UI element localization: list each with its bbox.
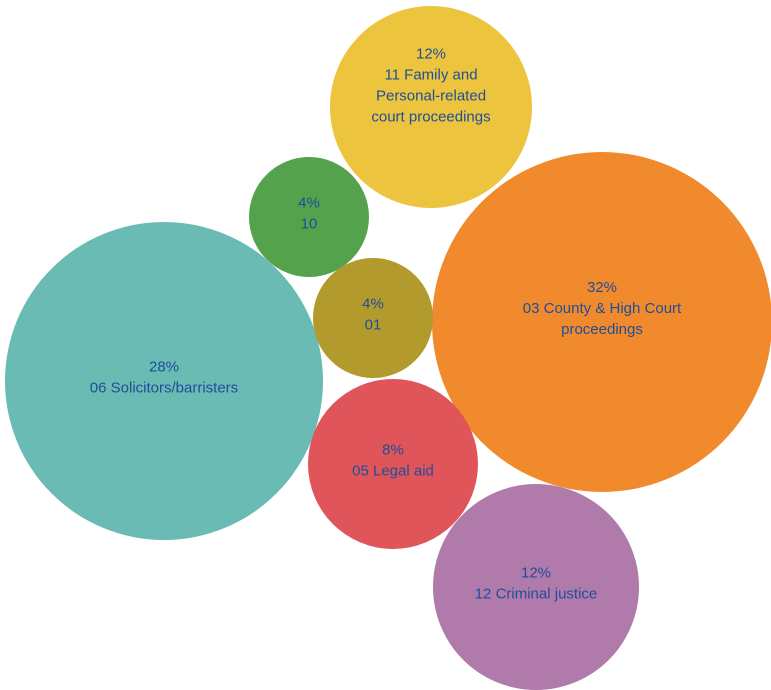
bubble-12-criminal-justice: 12% 12 Criminal justice: [433, 484, 639, 690]
bubble-value-label: 12%: [521, 565, 551, 582]
bubble-06-solicitors-barristers: 28% 06 Solicitors/barristers: [5, 222, 323, 540]
bubble-category-label: 03 County & High Court: [523, 300, 682, 317]
bubble-05-legal-aid: 8% 05 Legal aid: [308, 379, 478, 549]
bubble-circle: [433, 484, 639, 690]
bubble-category-label: 12 Criminal justice: [475, 586, 598, 603]
bubble-circle: [308, 379, 478, 549]
bubble-circle: [5, 222, 323, 540]
bubble-circle: [330, 6, 532, 208]
bubble-value-label: 12%: [416, 46, 446, 63]
bubble-value-label: 8%: [382, 442, 404, 459]
bubble-value-label: 4%: [298, 195, 320, 212]
bubble-circle: [432, 152, 771, 492]
bubble-category-label: court proceedings: [371, 109, 490, 126]
bubble-category-label: 01: [365, 317, 382, 334]
bubble-category-label: 06 Solicitors/barristers: [90, 380, 238, 397]
bubble-value-label: 4%: [362, 296, 384, 313]
bubble-category-label: 05 Legal aid: [352, 463, 434, 480]
bubble-value-label: 32%: [587, 279, 617, 296]
bubble-category-label: Personal-related: [376, 88, 486, 105]
bubble-circle: [313, 258, 433, 378]
bubble-category-label: proceedings: [561, 321, 643, 338]
bubble-category-label: 11 Family and: [384, 67, 477, 84]
bubble-circle: [249, 157, 369, 277]
bubble-01: 4%01: [313, 258, 433, 378]
bubble-10: 4%10: [249, 157, 369, 277]
bubble-category-label: 10: [301, 216, 318, 233]
bubble-value-label: 28%: [149, 359, 179, 376]
bubble-11-family-and-personal-related-court-proceedings: 12% 11 Family and Personal-related court pr…: [330, 6, 532, 208]
bubble-03-county-high-court-proceedings: 32% 03 County & High Court proceedings: [432, 152, 771, 492]
